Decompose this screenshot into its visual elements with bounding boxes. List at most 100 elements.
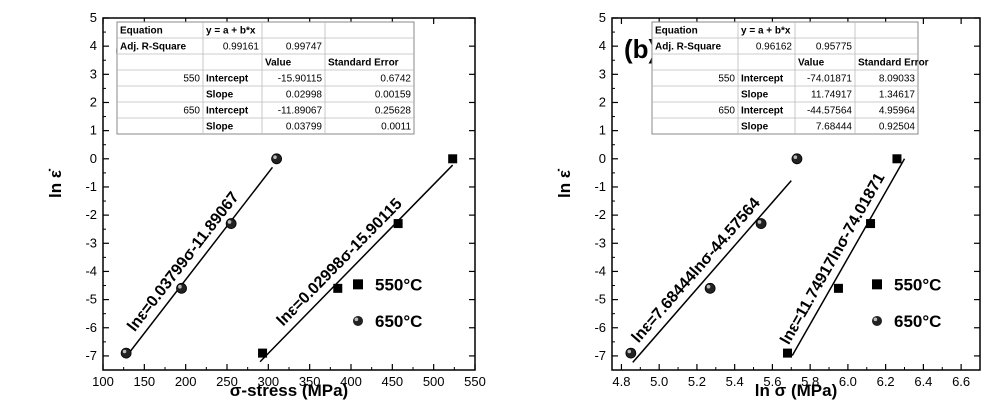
data-point-550 (448, 154, 458, 164)
table-cell: Standard Error (858, 58, 929, 69)
table-cell: 0.03799 (286, 122, 323, 133)
y-axis-label: ln ε̇ (555, 168, 574, 198)
table-cell: 0.6742 (380, 74, 411, 85)
table-cell: 0.25628 (375, 106, 412, 117)
table-cell: y = a + b*x (206, 26, 256, 37)
x-axis-label: ln σ (MPa) (755, 381, 837, 400)
legend-marker-650 (872, 315, 882, 326)
y-tick-label: -5 (85, 292, 97, 307)
x-tick-label: 400 (340, 374, 362, 389)
x-tick-label: 6.4 (914, 374, 932, 389)
legend-label-650: 650°C (375, 312, 422, 331)
y-tick-label: -4 (594, 263, 606, 278)
data-point-550 (892, 154, 902, 164)
table-cell: 0.00159 (375, 90, 412, 101)
x-tick-label: 5.2 (688, 374, 706, 389)
x-axis-label: σ-stress (MPa) (230, 381, 348, 400)
table-cell: y = a + b*x (741, 26, 791, 37)
data-point-650 (791, 153, 803, 165)
y-tick-label: -1 (594, 179, 606, 194)
data-point-650-highlight (122, 349, 127, 354)
x-tick-label: 250 (216, 374, 238, 389)
table-cell: 11.74917 (811, 90, 852, 101)
table-cell: Intercept (741, 74, 784, 85)
fit-line-650 (125, 166, 274, 358)
table-cell: Equation (655, 26, 698, 37)
table-frame (116, 21, 415, 135)
legend-marker-550 (872, 279, 882, 290)
x-tick-label: 4.8 (612, 374, 630, 389)
table-cell: -15.90115 (278, 74, 323, 85)
y-tick-label: 1 (90, 123, 97, 138)
y-tick-label: -3 (594, 235, 606, 250)
y-tick-label: 0 (599, 151, 606, 166)
x-tick-label: 5.4 (726, 374, 744, 389)
y-tick-label: -7 (85, 348, 97, 363)
x-tick-label: 150 (133, 374, 155, 389)
table-cell: 0.99161 (223, 42, 260, 53)
table-cell: 650 (183, 106, 200, 117)
legend-label-650: 650°C (894, 312, 941, 331)
regression-table: Equation y = a + b*x Adj. R-Square 0.99161 0… (116, 21, 415, 135)
fit-line-550 (259, 164, 454, 363)
y-tick-label: -3 (85, 235, 97, 250)
x-tick-label: 500 (423, 374, 445, 389)
table-cell: Standard Error (328, 58, 399, 69)
y-tick-label: -2 (594, 207, 606, 222)
table-frame (651, 21, 919, 135)
x-tick-label: 6.0 (839, 374, 857, 389)
y-tick-label: -4 (85, 263, 97, 278)
y-tick-label: 3 (599, 66, 606, 81)
table-cell: 0.95775 (816, 42, 853, 53)
table-cell: 8.09033 (879, 74, 916, 85)
y-tick-label: -6 (594, 320, 606, 335)
fit-equation-label: lnε=0.02998σ-15.90115 (274, 195, 406, 329)
table-cell: 0.02998 (286, 90, 323, 101)
data-point-650-highlight (273, 155, 277, 159)
y-tick-label: -5 (594, 292, 606, 307)
table-cell: 7.68444 (816, 122, 853, 133)
table-cell: Equation (120, 26, 163, 37)
x-tick-label: 550 (464, 374, 486, 389)
plot-frame (611, 17, 981, 371)
y-tick-label: 5 (599, 10, 606, 25)
fit-equation-label: lnε=7.68444lnσ-44.57564 (629, 195, 764, 347)
table-cell: Slope (206, 122, 234, 133)
y-tick-label: -6 (85, 320, 97, 335)
y-tick-label: 5 (90, 10, 97, 25)
table-cell: 0.96162 (756, 42, 793, 53)
data-point-650 (755, 218, 767, 229)
table-cell: 550 (718, 74, 735, 85)
table-cell: Adj. R-Square (655, 42, 722, 53)
x-tick-label: 450 (381, 374, 403, 389)
table-cell: 650 (718, 106, 735, 117)
data-point-650-highlight (178, 284, 182, 289)
data-point-550 (333, 283, 343, 293)
table-cell: Slope (741, 122, 769, 133)
y-tick-label: 0 (90, 151, 97, 166)
data-point-550 (833, 283, 843, 293)
chart-panel-b: 4.8 5.0 5.2 5.4 5.6 5.8 6.0 6.2 6.4 6.6 5 4 3 2 1 0 -1 -2… (555, 10, 981, 400)
table-cell: Intercept (741, 106, 784, 117)
data-point-550 (393, 219, 403, 229)
y-tick-label: 2 (599, 94, 606, 109)
table-cell: 0.99747 (286, 42, 323, 53)
fit-line-550 (791, 158, 906, 357)
data-point-650-highlight (793, 155, 798, 159)
data-point-550 (866, 219, 876, 229)
data-point-650 (271, 153, 283, 165)
y-axis-label: ln ε̇ (46, 168, 65, 198)
table-cell: Slope (206, 90, 234, 101)
data-point-550 (783, 348, 793, 358)
y-tick-label: -1 (85, 179, 97, 194)
table-cell: -11.89067 (278, 106, 323, 117)
chart-panel-a: 100 150 200 250 300 350 400 450 500 550 5 4 3 2 1 0 -1 -2… (46, 10, 486, 400)
x-tick-label: 5.8 (801, 374, 819, 389)
table-cell: 1.34617 (879, 90, 916, 101)
x-tick-label: 200 (175, 374, 197, 389)
fit-line-650 (632, 180, 792, 363)
data-point-650 (704, 282, 716, 294)
data-point-550 (258, 348, 268, 358)
table-cell: 4.95964 (879, 106, 916, 117)
x-tick-label: 300 (257, 374, 279, 389)
